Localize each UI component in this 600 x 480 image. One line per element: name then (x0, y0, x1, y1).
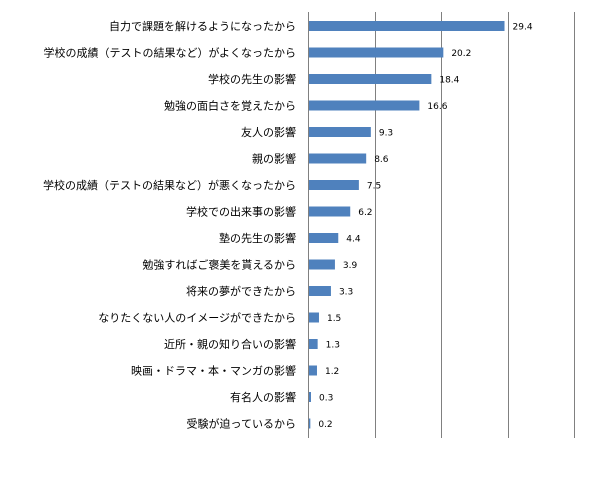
category-label: 受験が迫っているから (187, 417, 296, 431)
category-label: 学校での出来事の影響 (186, 205, 296, 219)
bar (309, 21, 505, 31)
bar (309, 153, 367, 164)
category-label: 学校の成績（テストの結果など）が悪くなったから (43, 178, 296, 192)
bar (309, 47, 444, 58)
data-label: 7.5 (367, 182, 381, 192)
data-label: 8.6 (374, 155, 389, 165)
category-label: 塾の先生の影響 (219, 231, 296, 245)
category-label: なりたくない人のイメージができたから (98, 311, 296, 325)
category-label: 有名人の影響 (230, 390, 296, 404)
data-label: 0.3 (319, 394, 333, 404)
category-label: 友人の影響 (241, 125, 296, 139)
bar (309, 392, 311, 402)
category-label: 勉強の面白さを覚えたから (164, 99, 296, 113)
category-label: 自力で課題を解けるようになったから (109, 19, 296, 33)
data-label: 1.5 (327, 314, 341, 324)
data-label: 18.4 (439, 76, 459, 86)
bar (309, 206, 351, 217)
data-label: 0.2 (318, 420, 332, 430)
bar (309, 312, 319, 323)
bar (309, 233, 339, 243)
bar (309, 365, 317, 376)
data-label: 1.2 (325, 367, 339, 377)
labels-layer: 自力で課題を解けるようになったから 29.4 学校の成績（テストの結果など）がよくな… (43, 19, 533, 431)
data-label: 3.3 (339, 288, 353, 298)
category-label: 勉強すればご褒美を貰えるから (142, 258, 296, 272)
bar (309, 100, 420, 111)
data-label: 3.9 (343, 261, 358, 271)
data-label: 29.4 (513, 23, 533, 33)
bar (309, 418, 311, 429)
category-label: 学校の成績（テストの結果など）がよくなったから (44, 46, 296, 60)
bar (309, 339, 318, 349)
data-label: 4.4 (346, 235, 361, 245)
bar (309, 127, 371, 137)
bar (309, 259, 335, 270)
data-label: 20.2 (451, 49, 471, 59)
bar (309, 180, 359, 190)
category-label: 近所・親の知り合いの影響 (164, 337, 296, 351)
data-label: 1.3 (326, 341, 340, 351)
bar (309, 74, 432, 84)
category-label: 映画・ドラマ・本・マンガの影響 (131, 364, 296, 378)
data-label: 9.3 (379, 129, 393, 139)
data-label: 6.2 (358, 208, 372, 218)
bars-layer (309, 21, 505, 429)
category-label: 将来の夢ができたから (186, 284, 296, 298)
data-label: 16.6 (427, 102, 447, 112)
bar (309, 286, 331, 296)
category-label: 学校の先生の影響 (208, 72, 296, 86)
category-label: 親の影響 (252, 152, 296, 166)
